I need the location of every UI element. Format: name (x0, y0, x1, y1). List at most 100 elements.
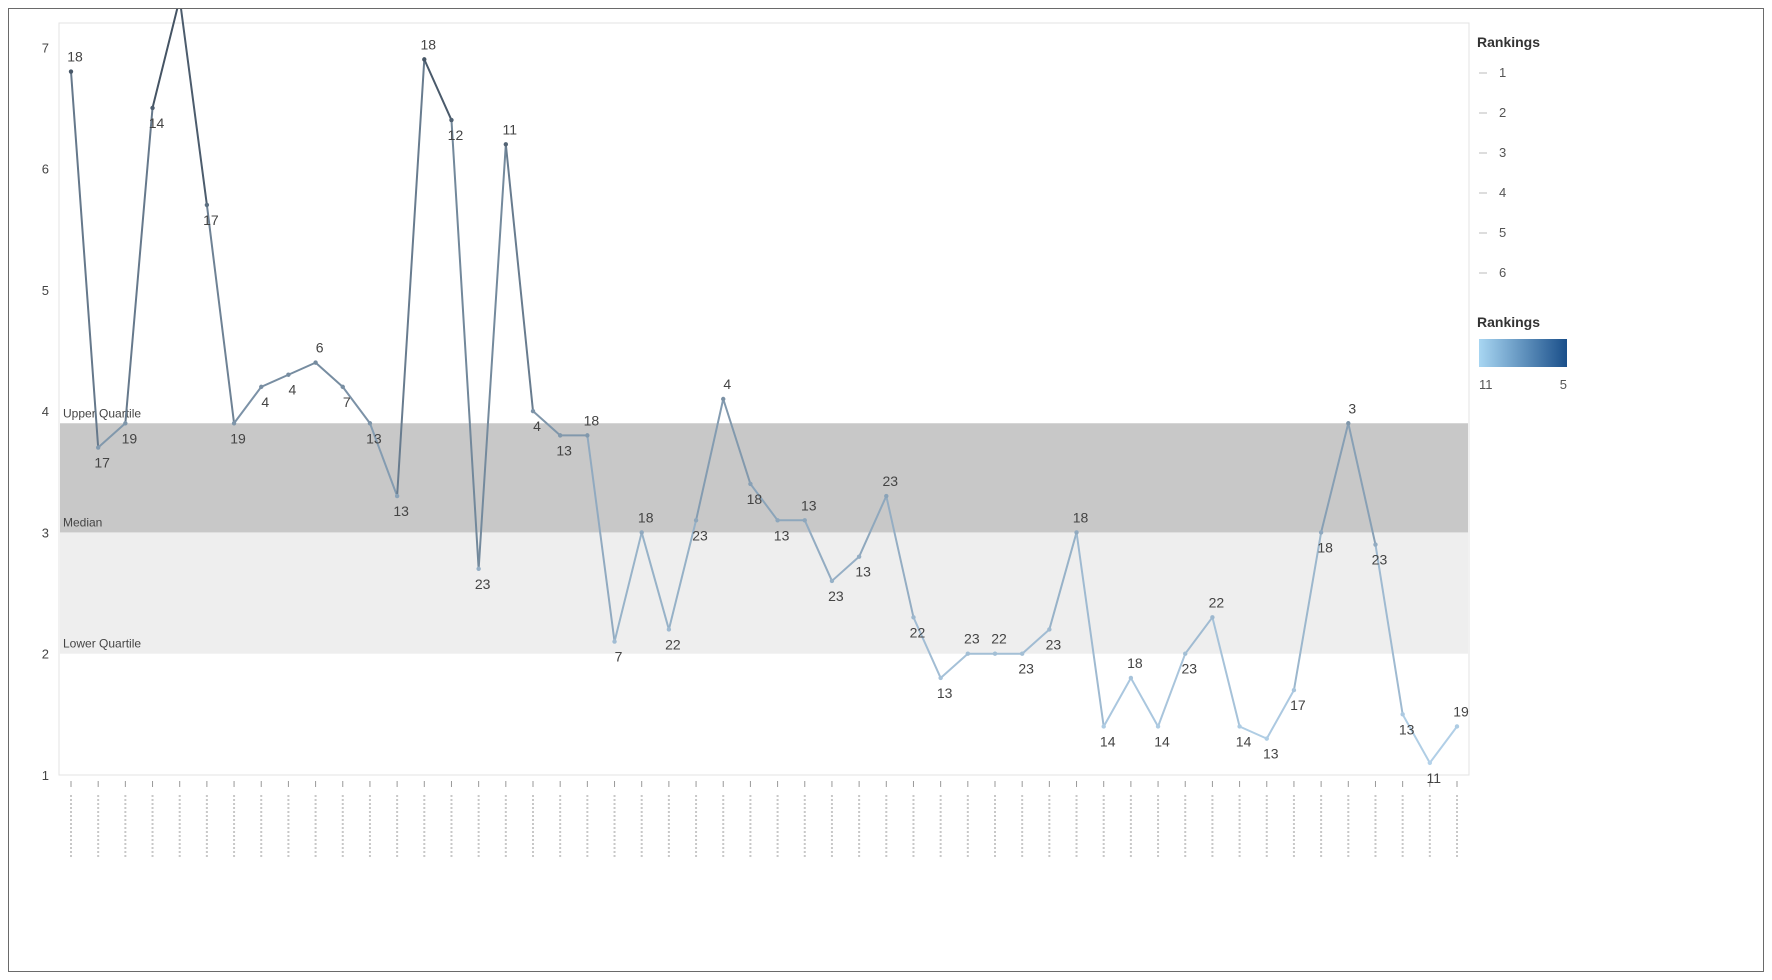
data-point (911, 615, 916, 620)
plot-area (58, 22, 1470, 776)
data-label: 4 (723, 376, 731, 392)
series-line-segment (178, 0, 208, 206)
data-point (394, 493, 400, 499)
data-point (1264, 736, 1269, 741)
data-point (68, 69, 74, 74)
series-line-segment (1265, 689, 1295, 740)
data-label: 19 (122, 430, 138, 446)
gradient-legend-bar (1479, 339, 1567, 367)
series-line-segment (749, 482, 779, 522)
y-tick-label: 6 (42, 162, 49, 177)
y-tick-label: 7 (42, 40, 49, 55)
median-label: Median (63, 515, 102, 529)
series-line-segment (1292, 531, 1323, 692)
data-point (476, 566, 481, 572)
series-line-segment (1021, 628, 1051, 655)
data-label: 18 (421, 36, 437, 52)
data-label: 23 (964, 631, 980, 647)
y-tick-label: 5 (42, 283, 49, 298)
data-label: 22 (991, 631, 1007, 647)
data-point (585, 433, 590, 438)
data-point (95, 445, 101, 450)
series-line-segment (205, 203, 236, 425)
data-point (1400, 712, 1405, 717)
data-point (204, 202, 210, 208)
series-line-segment (260, 373, 290, 388)
series-line-segment (368, 422, 399, 498)
data-point (1101, 724, 1106, 729)
data-point (721, 396, 726, 402)
data-label: 18 (67, 49, 83, 65)
data-label: 18 (1127, 655, 1143, 671)
data-label: 13 (366, 430, 382, 446)
data-point (422, 57, 427, 62)
data-point (775, 518, 780, 523)
data-label: 22 (665, 636, 681, 652)
data-label: 19 (230, 430, 246, 446)
data-point (231, 421, 237, 426)
y-tick-label: 1 (42, 768, 49, 783)
legend-item: 6 (1499, 265, 1506, 280)
series-line-segment (1320, 422, 1350, 534)
data-point (1318, 530, 1324, 535)
series-line-segment (1238, 725, 1268, 740)
y-tick-label: 4 (42, 404, 49, 419)
data-label: 23 (1181, 661, 1197, 677)
data-label: 12 (448, 127, 464, 143)
data-label: 3 (1348, 400, 1356, 416)
data-label: 13 (801, 497, 817, 513)
series-line-segment (341, 385, 371, 425)
data-label: 13 (937, 685, 953, 701)
series-line-segment (640, 531, 670, 631)
data-label: 14 (149, 115, 165, 131)
data-point (1454, 724, 1460, 729)
series-line-segment (912, 616, 942, 679)
series-line-segment (151, 0, 181, 109)
series-line-segment (667, 519, 698, 631)
series-line-segment (477, 143, 507, 570)
series-line-segment (1102, 676, 1132, 728)
series-line-segment (1401, 713, 1431, 764)
series-line-segment (504, 143, 534, 413)
series-line-segment (1374, 543, 1404, 716)
data-label: 11 (1427, 770, 1442, 786)
series-line-segment (1347, 422, 1377, 546)
series-line-segment (1157, 652, 1187, 728)
data-label: 13 (556, 442, 572, 458)
legend-item: 4 (1499, 185, 1506, 200)
data-label: 14 (1154, 733, 1170, 749)
data-label: 18 (1317, 539, 1333, 555)
data-label: 14 (1236, 733, 1252, 749)
data-point (286, 372, 291, 377)
data-label: 23 (692, 527, 708, 543)
data-label: 13 (393, 503, 409, 519)
series-line-segment (858, 495, 888, 558)
series-line-segment (1129, 676, 1160, 728)
data-label: 18 (1073, 509, 1089, 525)
data-point (1346, 421, 1351, 426)
data-point (1047, 627, 1052, 632)
data-label: 18 (638, 509, 654, 525)
data-point (367, 421, 373, 426)
data-point (884, 493, 889, 499)
data-point (557, 433, 563, 438)
series-line-segment (287, 361, 317, 376)
data-point (748, 481, 753, 487)
data-point (1427, 760, 1433, 766)
y-tick-label: 3 (42, 525, 49, 540)
data-label: 23 (475, 576, 491, 592)
data-label: 18 (584, 412, 600, 428)
series-line-segment (423, 58, 453, 122)
data-point (965, 651, 971, 656)
data-point (829, 578, 835, 584)
data-label: 7 (343, 394, 351, 410)
data-label: 11 (503, 121, 518, 137)
data-point (1074, 530, 1079, 535)
series-line-segment (586, 434, 616, 643)
data-point (1210, 615, 1215, 620)
data-point (1128, 675, 1134, 681)
series-line-segment (396, 58, 426, 498)
legend-item: 3 (1499, 145, 1506, 160)
data-point (313, 360, 318, 365)
